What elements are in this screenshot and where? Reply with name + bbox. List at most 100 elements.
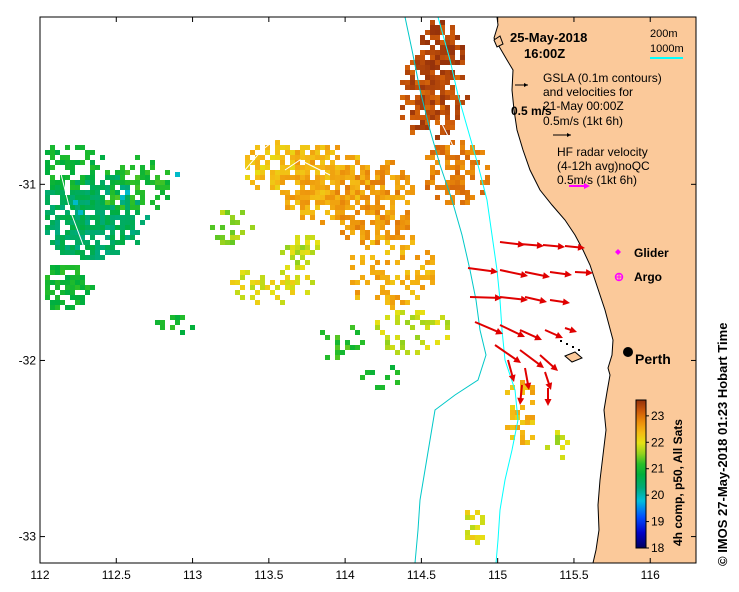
sst-pixel — [130, 220, 135, 225]
sst-pixel — [360, 180, 365, 185]
sst-pixel — [310, 155, 315, 160]
sst-pixel — [65, 305, 70, 310]
sst-pixel — [400, 170, 405, 175]
sst-pixel — [285, 245, 290, 250]
sst-pixel — [335, 190, 340, 195]
hf-vector — [499, 241, 522, 246]
sst-pixel — [320, 175, 325, 180]
sst-pixel — [60, 245, 65, 250]
colorbar-segment — [636, 418, 646, 420]
sst-pixel — [110, 220, 115, 225]
sst-pixel — [75, 195, 80, 200]
sst-pixel — [440, 75, 445, 80]
sst-pixel — [165, 185, 170, 190]
sst-pixel — [85, 150, 90, 155]
sst-pixel — [285, 165, 290, 170]
sst-pixel — [285, 280, 290, 285]
sst-pixel — [485, 180, 490, 185]
sst-pixel — [320, 190, 325, 195]
sst-pixel — [470, 525, 475, 530]
sst-pixel — [105, 190, 110, 195]
sst-pixel — [335, 355, 340, 360]
sst-pixel — [90, 190, 95, 195]
sst-pixel — [445, 130, 450, 135]
sst-pixel — [330, 195, 335, 200]
colorbar-segment — [636, 462, 646, 464]
sst-pixel — [320, 220, 325, 225]
colorbar-segment — [636, 543, 646, 545]
sst-pixel — [340, 165, 345, 170]
sst-pixel — [390, 305, 395, 310]
sst-pixel — [425, 40, 430, 45]
sst-pixel — [160, 185, 165, 190]
sst-pixel — [270, 170, 275, 175]
sst-pixel — [460, 145, 465, 150]
sst-pixel — [335, 205, 340, 210]
sst-pixel — [370, 190, 375, 195]
sst-pixel — [75, 190, 80, 195]
sst-pixel — [80, 275, 85, 280]
sst-pixel — [315, 185, 320, 190]
sst-pixel — [385, 335, 390, 340]
sst-pixel — [100, 205, 105, 210]
sst-pixel — [85, 180, 90, 185]
sst-pixel — [385, 190, 390, 195]
sst-pixel — [425, 90, 430, 95]
sst-pixel — [50, 280, 55, 285]
sst-pixel — [315, 150, 320, 155]
sst-pixel — [530, 400, 535, 405]
sst-pixel — [420, 80, 425, 85]
colorbar-segment — [636, 470, 646, 472]
sst-pixel — [45, 150, 50, 155]
sst-pixel — [400, 195, 405, 200]
sst-pixel — [450, 75, 455, 80]
sst-pixel — [460, 55, 465, 60]
sst-pixel — [375, 205, 380, 210]
sst-pixel — [415, 310, 420, 315]
colorbar-segment — [636, 516, 646, 518]
sst-pixel — [445, 200, 450, 205]
sst-pixel — [165, 170, 170, 175]
sst-pixel — [260, 170, 265, 175]
sst-pixel — [410, 290, 415, 295]
colorbar-segment — [636, 526, 646, 528]
sst-pixel — [420, 95, 425, 100]
sst-pixel — [520, 405, 525, 410]
sst-pixel — [405, 350, 410, 355]
sst-pixel — [155, 180, 160, 185]
sst-pixel — [130, 180, 135, 185]
sst-pixel — [380, 330, 385, 335]
colorbar-segment — [636, 533, 646, 535]
sst-pixel — [155, 175, 160, 180]
sst-pixel — [85, 205, 90, 210]
colorbar-segment — [636, 455, 646, 457]
colorbar-segment — [636, 447, 646, 449]
x-tick-label: 113 — [183, 568, 202, 582]
sst-pixel — [340, 230, 345, 235]
sst-pixel — [45, 160, 50, 165]
colorbar-segment — [636, 433, 646, 435]
hf-vector-head — [520, 295, 528, 303]
sst-pixel — [365, 195, 370, 200]
sst-pixel — [410, 240, 415, 245]
colorbar-segment — [636, 512, 646, 514]
sst-pixel — [85, 190, 90, 195]
sst-pixel — [425, 120, 430, 125]
colorbar-segment — [636, 513, 646, 515]
sst-pixel — [520, 420, 525, 425]
sst-pixel — [435, 80, 440, 85]
sst-pixel — [105, 175, 110, 180]
sst-pixel — [295, 190, 300, 195]
sst-pixel — [45, 215, 50, 220]
sst-pixel — [240, 210, 245, 215]
sst-pixel — [375, 180, 380, 185]
sst-pixel — [445, 180, 450, 185]
sst-pixel — [415, 65, 420, 70]
sst-pixel — [210, 225, 215, 230]
sst-pixel — [65, 280, 70, 285]
sst-pixel — [110, 180, 115, 185]
sst-pixel — [375, 200, 380, 205]
sst-pixel — [50, 290, 55, 295]
sst-pixel — [465, 155, 470, 160]
sst-pixel — [365, 175, 370, 180]
